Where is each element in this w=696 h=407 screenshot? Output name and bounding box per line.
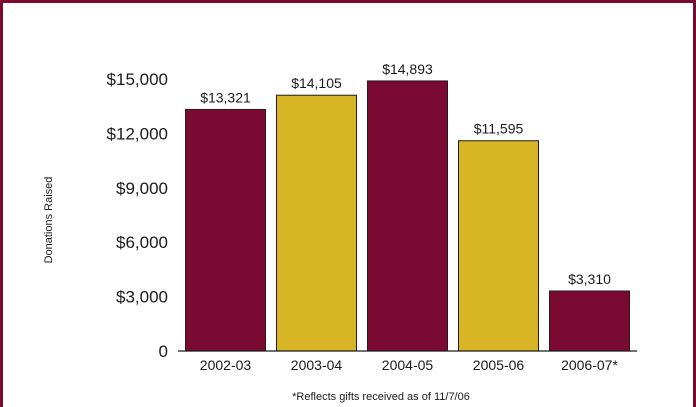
x-tick-label: 2005-06 [473, 357, 525, 373]
data-label: $14,105 [291, 75, 342, 91]
x-axis-labels: 2002-03 2003-04 2004-05 2005-06 2006-07* [200, 357, 619, 373]
y-tick-label: $9,000 [116, 179, 168, 198]
data-label: $11,595 [474, 121, 524, 137]
y-tick-label: 0 [159, 342, 168, 361]
y-axis-title: Donations Raised [43, 177, 55, 264]
x-tick-label: 2006-07* [561, 357, 618, 373]
x-tick-label: 2003-04 [291, 357, 343, 373]
bar [367, 80, 448, 352]
bar [185, 108, 266, 352]
data-label: $14,893 [382, 61, 433, 77]
y-tick-label: $15,000 [107, 70, 168, 89]
data-label: $3,310 [568, 271, 611, 287]
y-tick-label: $6,000 [116, 233, 168, 252]
bar [458, 140, 539, 352]
data-labels: $13,321 $14,105 $14,893 $11,595 $3,310 [200, 61, 611, 287]
bar [276, 94, 357, 352]
footnote: *Reflects gifts received as of 11/7/06 [292, 391, 470, 403]
y-tick-label: $3,000 [116, 288, 168, 307]
y-tick-label: $12,000 [107, 124, 168, 143]
x-tick-label: 2002-03 [200, 357, 252, 373]
bar [549, 290, 630, 352]
y-axis-ticks: 0 $3,000 $6,000 $9,000 $12,000 $15,000 [107, 70, 168, 361]
bars [185, 80, 630, 352]
x-tick-label: 2004-05 [382, 357, 434, 373]
data-label: $13,321 [200, 89, 251, 105]
